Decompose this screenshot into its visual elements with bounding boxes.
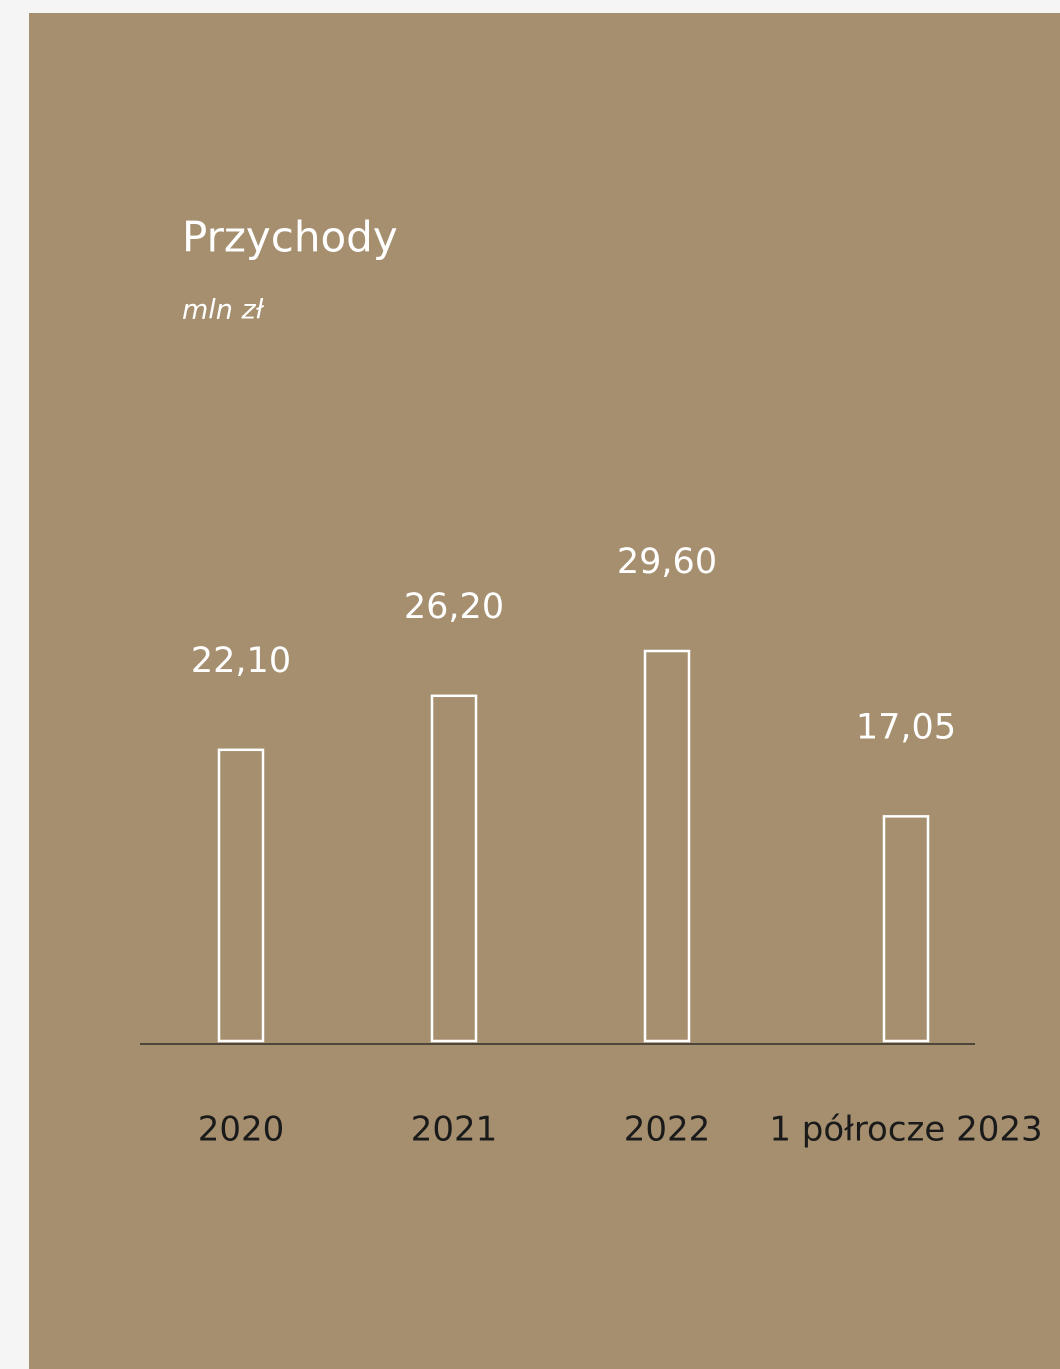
x-tick-label: 2020 (198, 1110, 285, 1150)
value-label: 17,05 (856, 707, 956, 747)
bar (430, 694, 478, 1043)
bar (882, 815, 930, 1043)
value-label: 29,60 (617, 542, 717, 582)
bar (217, 748, 265, 1043)
value-label: 26,20 (404, 587, 504, 627)
x-tick-label: 1 półrocze 2023 (769, 1110, 1042, 1150)
chart-panel (29, 13, 1060, 1369)
chart-title: Przychody (182, 213, 398, 262)
chart-subtitle: mln zł (182, 295, 265, 326)
x-tick-label: 2022 (624, 1110, 711, 1150)
bar (643, 649, 691, 1043)
x-tick-label: 2021 (411, 1110, 498, 1150)
value-label: 22,10 (191, 641, 291, 681)
